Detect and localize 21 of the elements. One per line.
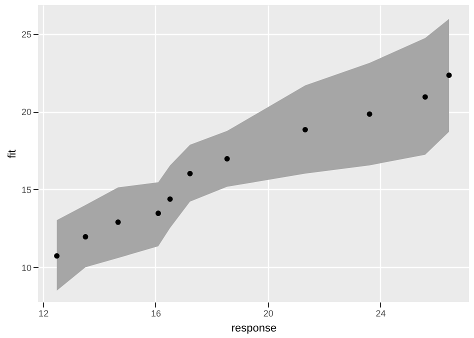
point	[167, 196, 173, 202]
x-axis-title: response	[231, 322, 277, 334]
point	[446, 72, 452, 78]
y-tick-label: 10	[21, 262, 32, 273]
point	[224, 156, 230, 162]
point	[422, 94, 428, 100]
x-tick-label: 12	[38, 308, 49, 318]
x-tick-label: 24	[376, 308, 386, 318]
x-tick-label: 16	[150, 308, 161, 318]
point	[156, 210, 161, 216]
y-tick-label: 20	[21, 107, 32, 118]
x-tick-label: 20	[263, 308, 274, 318]
point	[302, 126, 308, 132]
y-tick-label: 15	[21, 184, 32, 195]
point	[187, 170, 193, 176]
point	[366, 111, 372, 117]
point	[115, 219, 121, 225]
point	[82, 234, 88, 240]
y-tick-label: 25	[21, 29, 32, 40]
point	[54, 253, 60, 259]
y-axis-title: fit	[6, 150, 18, 158]
